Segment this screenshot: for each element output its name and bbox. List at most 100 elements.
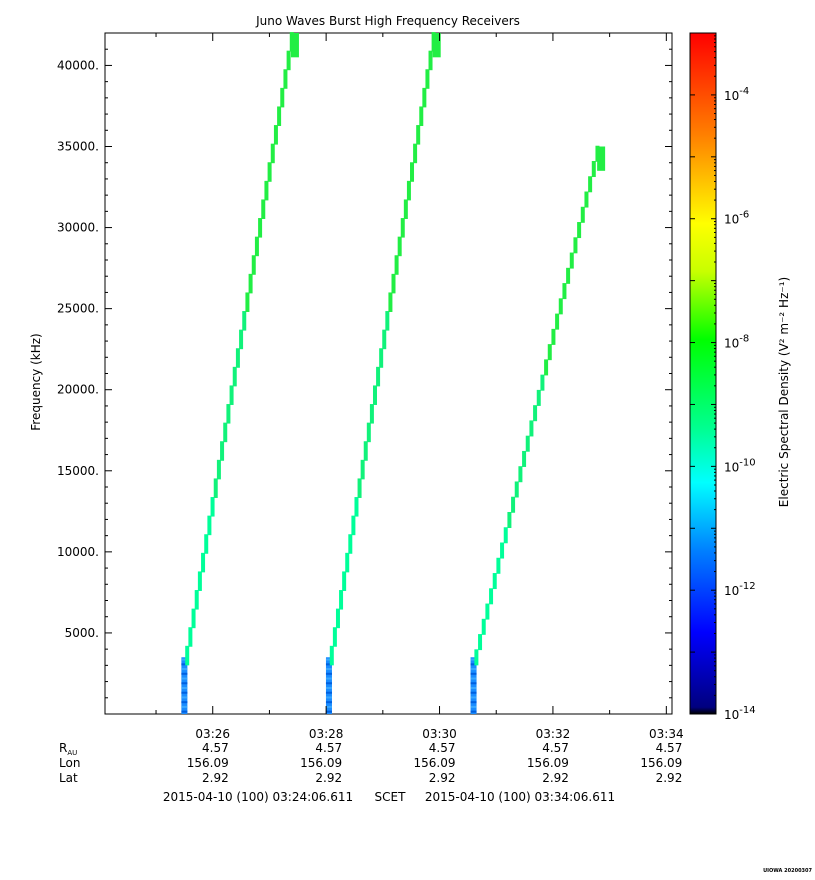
sweep-step [379, 348, 384, 368]
sweep-step [254, 236, 259, 257]
colorbar-tick-label: 10-4 [724, 86, 749, 103]
y-tick-label: 20000. [57, 383, 99, 397]
y-tick-label: 30000. [57, 221, 99, 235]
low-band-cell [470, 691, 477, 694]
sweep-step [235, 348, 240, 368]
ephemeris-row-label: Lat [59, 771, 78, 785]
ephemeris-value: 4.57 [656, 741, 683, 755]
ephemeris-value: 4.57 [429, 741, 456, 755]
sweep-step [270, 143, 275, 164]
low-band-cell [325, 658, 332, 661]
low-band-cell [181, 658, 188, 661]
low-band-cell [181, 686, 188, 689]
sweep-step [474, 649, 479, 666]
x-tick-label: 03:32 [536, 727, 571, 741]
sweep-step [226, 404, 231, 424]
low-band-streak [325, 657, 332, 714]
low-band-cell [325, 668, 332, 671]
sweep-step [410, 162, 415, 182]
sweep-step [525, 435, 530, 452]
x-tick-label: 03:26 [195, 727, 230, 741]
sweep-step [191, 608, 196, 629]
sweep-step [419, 106, 424, 126]
low-band-cell [470, 696, 477, 699]
low-band-cell [470, 658, 477, 661]
ephemeris-value: 156.09 [527, 756, 569, 770]
low-band-cell [325, 677, 332, 680]
sweep-step [376, 366, 381, 387]
colorbar-label: Electric Spectral Density (V² m⁻² Hz⁻¹) [777, 277, 791, 507]
sweep-step [382, 329, 387, 350]
sweep-step [360, 459, 365, 480]
sweep-step [425, 69, 430, 89]
sweep-step [273, 125, 278, 145]
sweep-step [372, 385, 377, 405]
sweep-step [540, 374, 545, 391]
sweep-step [580, 206, 585, 223]
sweep-step [210, 497, 215, 517]
sweep-step [277, 106, 282, 126]
sweep-cap [597, 146, 606, 171]
x-tick-label: 03:28 [309, 727, 344, 741]
spectrogram-data [181, 32, 606, 714]
sweep-step [511, 496, 516, 513]
sweep-step [400, 218, 405, 238]
sweep-step [496, 557, 501, 574]
sweep-step [551, 328, 556, 345]
sweep-step [223, 422, 228, 443]
ephemeris-value: 2.92 [656, 771, 683, 785]
sweep-step [529, 420, 534, 437]
sweep-step [485, 603, 490, 620]
sweep-step [422, 87, 427, 108]
ephemeris-value: 2.92 [202, 771, 229, 785]
low-band-streak [470, 657, 477, 714]
sweep-step [220, 441, 225, 461]
sweep-step [478, 634, 483, 651]
sweep-step [357, 478, 362, 498]
sweep-step [507, 511, 512, 529]
axes: 5000. 10000. 15000. 20000. 25000. 30000. 35000… [57, 33, 684, 741]
sweep-step [339, 590, 344, 610]
y-tick-label: 10000. [57, 545, 99, 559]
sweep-step [584, 191, 589, 208]
x-tick-label: 03:30 [422, 727, 457, 741]
sweep-step [261, 199, 266, 219]
ephemeris-table: RAU 4.57 4.57 4.57 4.57 4.57 Lon 156.09 156.09 15… [59, 741, 682, 785]
sweep-step [388, 292, 393, 312]
sweep-step [569, 252, 574, 269]
chart-title: Juno Waves Burst High Frequency Receiver… [255, 14, 520, 28]
ephemeris-value: 2.92 [315, 771, 342, 785]
sweep-3 [470, 145, 606, 714]
sweep-step [573, 237, 578, 254]
sweep-step [366, 422, 371, 443]
sweep-step [258, 218, 263, 238]
colorbar [689, 32, 717, 715]
low-band-cell [470, 701, 477, 704]
sweep-cap [290, 33, 299, 58]
low-band-cell [325, 682, 332, 685]
low-band-cell [470, 677, 477, 680]
sweep-step [536, 389, 541, 406]
footer-stamp: UIOWA 20200307 [763, 868, 812, 874]
low-band-cell [325, 701, 332, 704]
sweep-step [413, 143, 418, 164]
low-band-cell [470, 672, 477, 675]
sweep-step [547, 344, 552, 361]
low-band-cell [470, 682, 477, 685]
x-tick-label: 03:34 [649, 727, 684, 741]
sweep-step [248, 273, 253, 294]
sweep-step [394, 255, 399, 275]
sweep-cap [432, 33, 441, 58]
sweep-step [500, 542, 505, 559]
low-band-cell [181, 663, 188, 666]
sweep-step [345, 552, 350, 573]
sweep-step [416, 125, 421, 145]
low-band-cell [470, 668, 477, 671]
sweep-step [188, 627, 193, 647]
sweep-step [204, 534, 209, 554]
sweep-step [385, 311, 390, 331]
time-range-start: 2015-04-10 (100) 03:24:06.611 [163, 790, 353, 804]
sweep-step [363, 441, 368, 461]
sweep-step [591, 160, 596, 178]
